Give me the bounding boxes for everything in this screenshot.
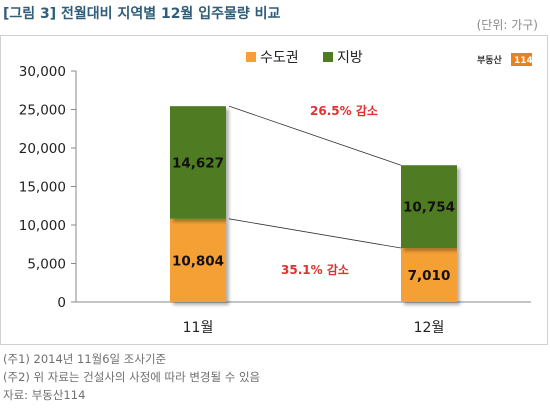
brand-logo: 부동산 114 [477, 53, 533, 66]
stacked-bar-chart: 0 5,000 10,000 15,000 20,000 25,000 30,000 11월 1… [19, 50, 533, 336]
legend: 수도권 지방 [246, 50, 363, 66]
x-category-label: 11월 [183, 320, 214, 336]
plot-area: 0 5,000 10,000 15,000 20,000 25,000 30,000 11월 1… [19, 64, 531, 336]
annotation-total-decrease: 26.5% 감소 [310, 103, 378, 118]
x-category-label: 12월 [414, 320, 445, 336]
bar-provinces [170, 106, 226, 219]
connector-line-capital [228, 218, 402, 249]
y-tick-label: 5,000 [27, 257, 66, 273]
y-tick-label: 20,000 [19, 141, 66, 157]
footnote-1: (주1) 2014년 11월6일 조사기준 [3, 352, 167, 366]
connector-line-total [228, 105, 402, 166]
logo-badge [511, 53, 532, 66]
y-tick-label: 15,000 [19, 180, 66, 196]
legend-label-provinces: 지방 [337, 50, 363, 66]
unit-label: (단위: 가구) [476, 18, 538, 32]
data-label: 14,627 [172, 155, 224, 171]
y-tick-label: 0 [57, 295, 66, 311]
y-tick-label: 25,000 [19, 103, 66, 119]
y-tick-label: 10,000 [19, 218, 66, 234]
data-label: 10,804 [172, 253, 224, 269]
footnote-2: (주2) 위 자료는 건설사의 사정에 따라 변경될 수 있음 [3, 370, 261, 384]
logo-text: 부동산 [477, 54, 503, 66]
legend-label-capital: 수도권 [260, 50, 299, 66]
chart-frame: 0 5,000 10,000 15,000 20,000 25,000 30,000 11월 1… [0, 35, 548, 345]
bar-capital [170, 218, 226, 302]
data-label: 10,754 [403, 200, 455, 216]
bar-provinces [401, 165, 457, 249]
y-tick-label: 30,000 [19, 64, 66, 80]
page-title: [그림 3] 전월대비 지역별 12월 입주물량 비교 [3, 6, 281, 22]
annotation-capital-decrease: 35.1% 감소 [281, 262, 349, 277]
footnotes: (주1) 2014년 11월6일 조사기준 (주2) 위 자료는 건설사의 사정… [3, 350, 260, 404]
source-note: 자료: 부동산114 [3, 388, 86, 402]
bar-capital [401, 248, 457, 302]
logo-badge-text: 114 [514, 56, 533, 66]
legend-swatch-capital [246, 52, 256, 62]
legend-swatch-provinces [323, 52, 333, 62]
data-label: 7,010 [408, 268, 451, 284]
